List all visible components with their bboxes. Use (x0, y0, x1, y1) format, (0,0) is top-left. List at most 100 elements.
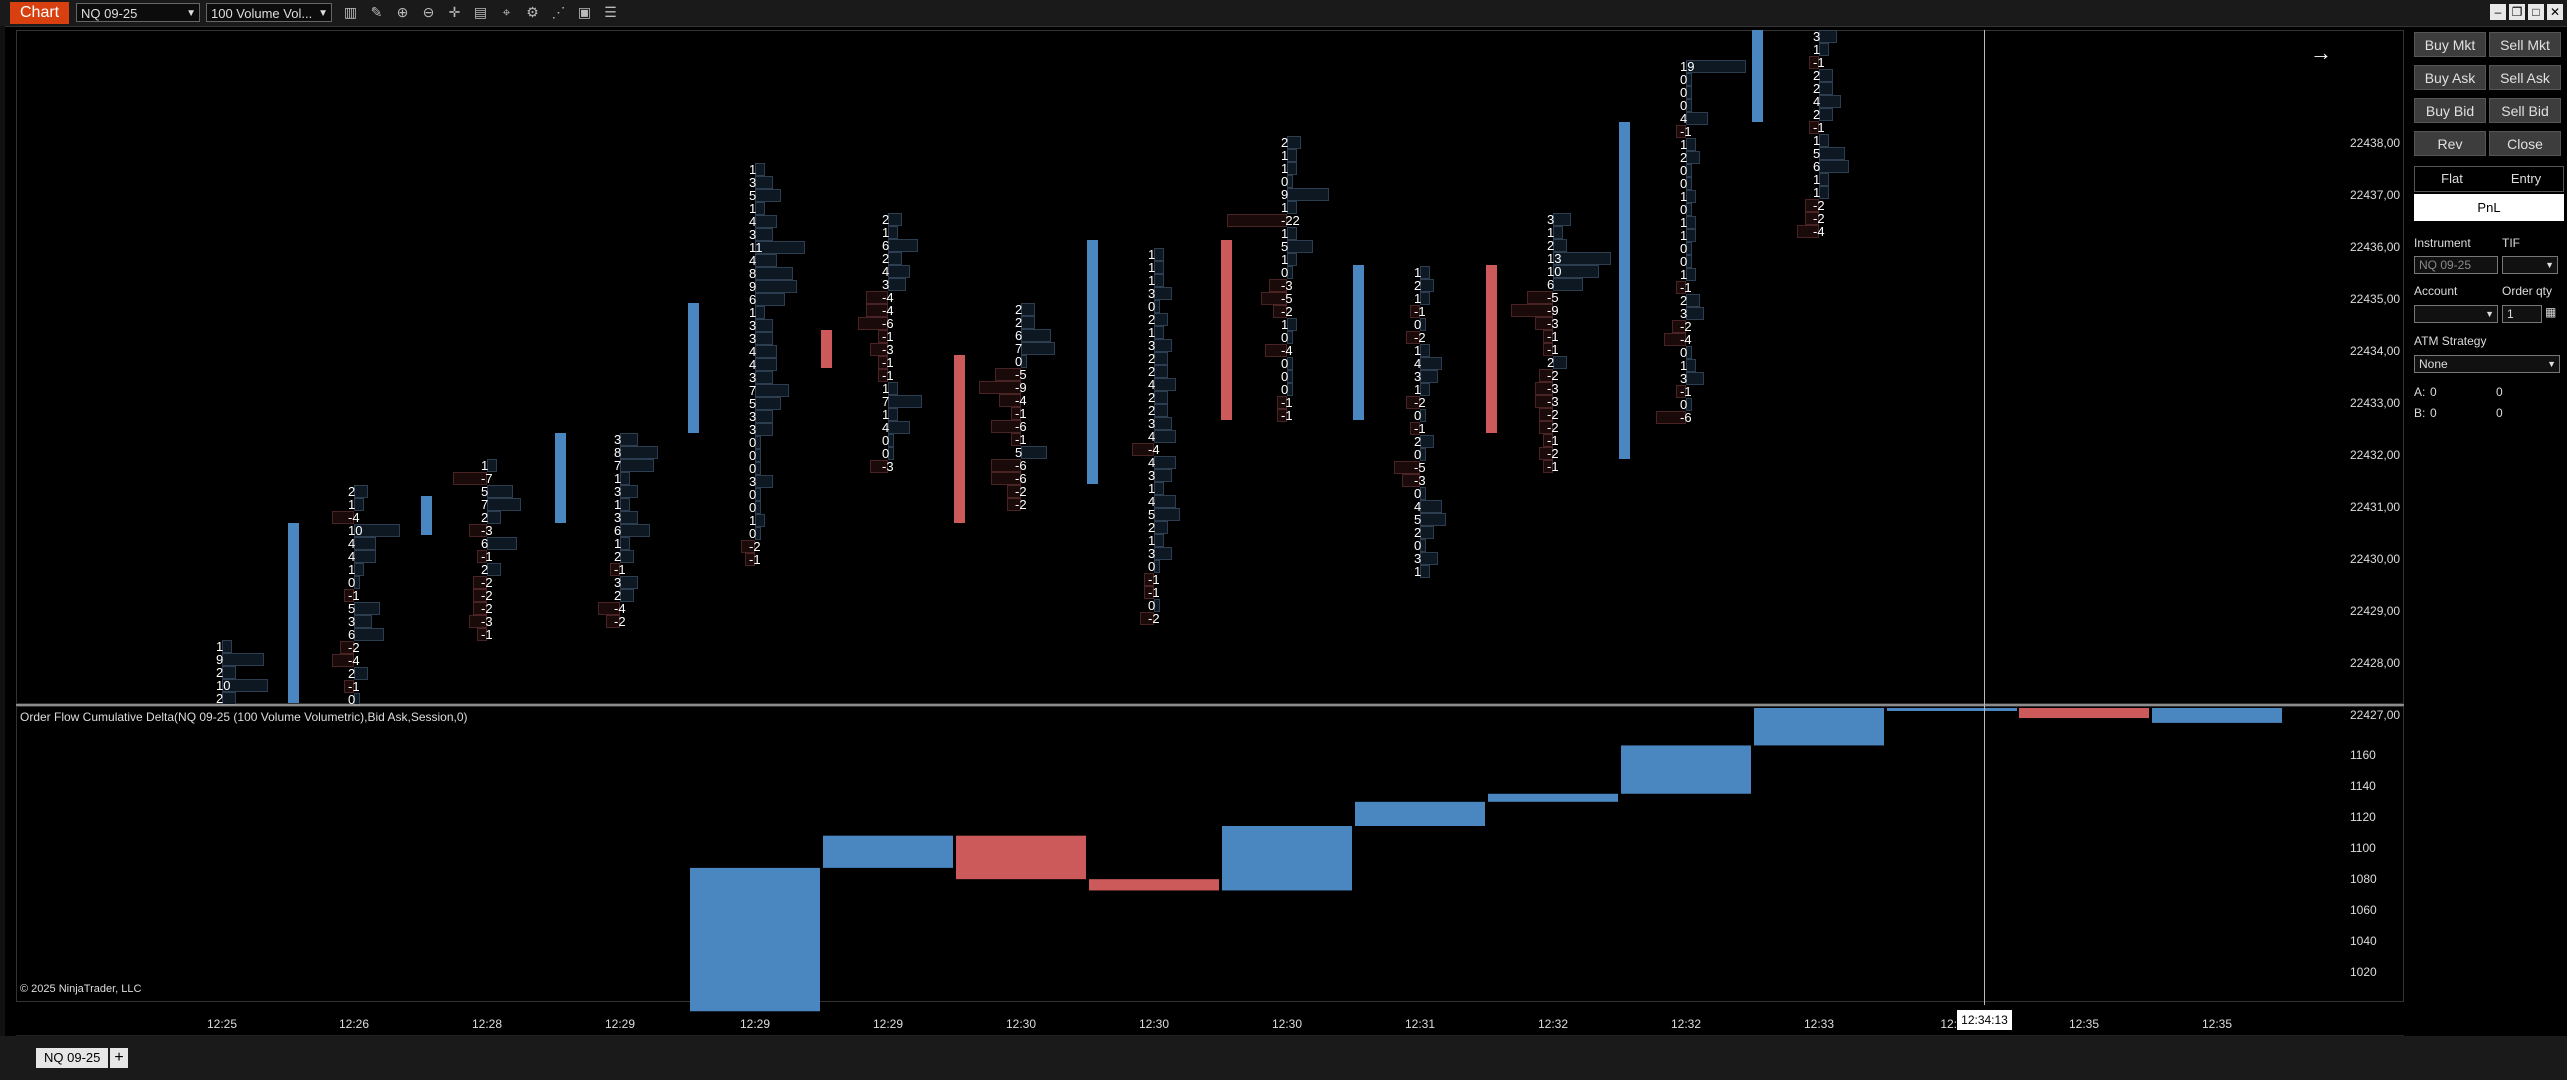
close-icon[interactable]: ✕ (2547, 4, 2563, 20)
bar-style-icon[interactable]: ▥ (343, 4, 358, 20)
sell-bid-button[interactable]: Sell Bid (2489, 98, 2561, 123)
footprint-volume-bar (222, 679, 268, 692)
footprint-volume-bar (1154, 599, 1160, 612)
sell-mkt-button[interactable]: Sell Mkt (2489, 32, 2561, 57)
footprint-value: 3 (614, 575, 622, 590)
footprint-value: -2 (481, 575, 493, 590)
indicators-icon[interactable]: ⌖ (502, 4, 511, 20)
footprint-value: 0 (1148, 559, 1156, 574)
footprint-volume-bar (755, 358, 777, 371)
price-tick-label: 22434,00 (2350, 344, 2401, 358)
instrument-tab[interactable]: NQ 09-25 (36, 1048, 109, 1068)
delta-panel[interactable] (16, 706, 2404, 1002)
footprint-volume-bar (991, 459, 1021, 472)
footprint-value: 2 (1414, 525, 1422, 540)
chart-tab[interactable]: Chart (10, 2, 70, 24)
footprint-volume-bar (1021, 303, 1035, 316)
footprint-volume-bar (1287, 331, 1293, 344)
instrument-field[interactable]: NQ 09-25 (2414, 256, 2498, 274)
sell-ask-button[interactable]: Sell Ask (2489, 65, 2561, 90)
data-box-icon[interactable]: ▤ (473, 4, 488, 20)
footprint-value: -9 (1547, 303, 1559, 318)
reverse-button[interactable]: Rev (2414, 131, 2486, 156)
pencil-icon[interactable]: ✎ (370, 4, 383, 20)
footprint-volume-bar (1410, 422, 1420, 435)
footprint-value: 2 (1015, 315, 1023, 330)
price-tick-label: 22429,00 (2350, 604, 2401, 618)
footprint-value: 4 (749, 344, 757, 359)
time-tick-label: 12:32 (1670, 1017, 1702, 1031)
footprint-volume-bar (755, 410, 773, 423)
footprint-volume-bar (1420, 357, 1442, 370)
footprint-volume-bar (1676, 385, 1686, 398)
footprint-value: 3 (749, 370, 757, 385)
calculator-icon[interactable]: ▦ (2545, 305, 2557, 319)
footprint-value: 3 (749, 227, 757, 242)
footprint-volume-bar (755, 462, 761, 475)
zoom-in-icon[interactable]: ⊕ (396, 4, 409, 20)
footprint-value: 3 (348, 614, 356, 629)
arrow-right-icon[interactable]: → (2310, 40, 2332, 65)
footprint-value: 1 (749, 513, 757, 528)
add-tab-button[interactable]: + (110, 1048, 128, 1068)
account-select[interactable]: ▼ (2414, 305, 2498, 323)
price-panel[interactable] (16, 30, 2404, 704)
footprint-value: 1 (1680, 267, 1688, 282)
footprint-value: 2 (1813, 68, 1821, 83)
footprint-value: 2 (216, 665, 224, 680)
footprint-value: 0 (1281, 356, 1289, 371)
restore-icon[interactable]: ❐ (2509, 4, 2525, 20)
footprint-value: 3 (749, 409, 757, 424)
footprint-volume-bar (1543, 330, 1553, 343)
crosshair-icon[interactable]: ✛ (448, 4, 461, 20)
bottom-tab-bar: NQ 09-25 + (0, 1036, 2567, 1080)
footprint-value: 0 (1680, 345, 1688, 360)
bar-type-select[interactable]: 100 Volume Vol... ▼ (206, 3, 332, 22)
footprint-value: -1 (1015, 432, 1027, 447)
delta-tick-label: 1040 (2350, 934, 2377, 948)
footprint-value: -1 (1813, 55, 1825, 70)
close-position-button[interactable]: Close (2489, 131, 2561, 156)
footprint-volume-bar (1686, 216, 1696, 229)
footprint-volume-bar (1686, 177, 1692, 190)
footprint-value: -1 (1680, 124, 1692, 139)
footprint-volume-bar (755, 371, 773, 384)
strategies-icon[interactable]: ⚙ (526, 4, 539, 20)
properties-icon[interactable]: ☰ (604, 4, 617, 20)
footprint-value: 1 (1148, 273, 1156, 288)
footprint-volume-bar (1287, 188, 1329, 201)
atm-strategy-select[interactable]: None ▼ (2414, 355, 2560, 373)
footprint-volume-bar (1819, 82, 1833, 95)
buy-mkt-button[interactable]: Buy Mkt (2414, 32, 2486, 57)
maximize-icon[interactable]: □ (2528, 4, 2544, 20)
footprint-value: 1 (1414, 265, 1422, 280)
footprint-volume-bar (469, 615, 487, 628)
footprint-volume-bar (1539, 369, 1553, 382)
account-label: Account (2414, 284, 2458, 298)
footprint-volume-bar (888, 408, 898, 421)
footprint-volume-bar (1686, 190, 1696, 203)
footprint-value: 3 (1148, 468, 1156, 483)
footprint-value: 0 (1680, 85, 1688, 100)
footprint-volume-bar (1287, 175, 1293, 188)
footprint-value: 7 (614, 458, 622, 473)
drawing-tools-icon[interactable]: ⋰ (551, 4, 566, 20)
footprint-volume-bar (1144, 586, 1154, 599)
footprint-volume-bar (1553, 239, 1567, 252)
footprint-value: 2 (1015, 302, 1023, 317)
buy-ask-button[interactable]: Buy Ask (2414, 65, 2486, 90)
tif-select[interactable]: ▼ (2502, 256, 2558, 274)
footprint-volume-bar (1686, 229, 1696, 242)
buy-bid-button[interactable]: Buy Bid (2414, 98, 2486, 123)
order-qty-input[interactable]: 1 (2502, 305, 2542, 323)
footprint-volume-bar (1154, 534, 1164, 547)
minimize-icon[interactable]: – (2490, 4, 2506, 20)
footprint-value: 1 (1680, 215, 1688, 230)
price-tick-label: 22430,00 (2350, 552, 2401, 566)
atm-strategy-value: None (2419, 357, 2448, 371)
templates-icon[interactable]: ▣ (577, 4, 592, 20)
footprint-value: -6 (1015, 471, 1027, 486)
footprint-volume-bar (1797, 225, 1819, 238)
zoom-out-icon[interactable]: ⊖ (422, 4, 435, 20)
instrument-select[interactable]: NQ 09-25 ▼ (76, 3, 200, 22)
